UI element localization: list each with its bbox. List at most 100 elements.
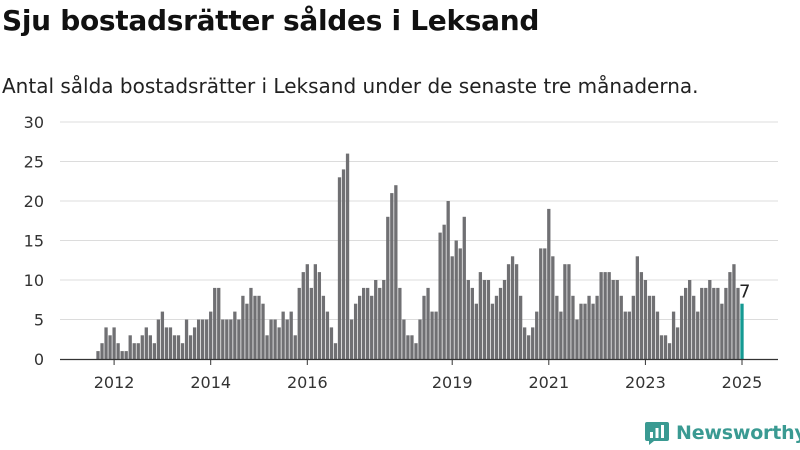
bar <box>563 264 567 359</box>
bar <box>249 287 253 359</box>
bar <box>112 327 116 359</box>
bar <box>281 311 285 359</box>
bar <box>583 303 587 359</box>
bar <box>728 272 732 359</box>
bar <box>692 295 696 359</box>
bar <box>221 319 225 359</box>
bar <box>518 295 523 359</box>
bar <box>200 319 205 359</box>
bar <box>474 303 479 359</box>
bar <box>502 280 507 359</box>
bar <box>635 256 640 359</box>
bar <box>394 185 398 359</box>
bar <box>225 319 229 359</box>
bar <box>663 335 668 359</box>
bar <box>559 311 563 359</box>
bar <box>333 343 338 359</box>
bar <box>108 335 112 359</box>
bar <box>353 303 358 359</box>
bar <box>361 287 366 359</box>
bar <box>273 319 277 359</box>
bar <box>607 272 611 359</box>
bar <box>422 295 426 359</box>
bar <box>704 287 708 359</box>
bar <box>345 153 350 359</box>
bar <box>486 280 491 359</box>
bar <box>531 327 535 359</box>
bar <box>732 264 736 359</box>
bar <box>724 287 728 359</box>
bar <box>180 343 185 359</box>
bar <box>406 335 410 359</box>
bar <box>446 201 450 359</box>
bar <box>374 280 378 359</box>
bar <box>257 295 261 359</box>
bar <box>478 272 483 359</box>
bar <box>277 327 281 359</box>
bar <box>144 327 148 359</box>
bar <box>245 303 249 359</box>
bar <box>305 264 309 359</box>
bar <box>160 311 165 359</box>
bar <box>599 272 603 359</box>
bar <box>337 177 342 359</box>
bar <box>712 287 716 359</box>
bar <box>458 248 462 359</box>
bar <box>309 287 313 359</box>
bar <box>679 295 684 359</box>
bar <box>370 295 374 359</box>
y-tick-label: 0 <box>34 350 44 369</box>
bar <box>434 311 438 359</box>
bar <box>567 264 571 359</box>
bar <box>196 319 201 359</box>
bar <box>116 343 120 359</box>
x-tick-label: 2019 <box>432 373 473 392</box>
bar-highlight <box>740 303 744 359</box>
bar <box>627 311 631 359</box>
bar <box>301 272 305 359</box>
bar <box>619 295 623 359</box>
bar <box>269 319 273 359</box>
bar <box>466 280 470 359</box>
newsworthy-logo: Newsworthy <box>644 420 800 446</box>
bar <box>188 335 193 359</box>
bar <box>555 295 559 359</box>
bar <box>136 343 140 359</box>
bar <box>209 311 213 359</box>
bar <box>402 319 406 359</box>
bar <box>462 216 466 359</box>
bar <box>261 303 265 359</box>
x-tick-label: 2025 <box>722 373 763 392</box>
y-tick-label: 15 <box>24 232 44 251</box>
bar <box>430 311 434 359</box>
bar <box>140 335 144 359</box>
bar <box>551 256 555 359</box>
data-label-latest: 7 <box>739 282 750 303</box>
chart-title: Sju bostadsrätter såldes i Leksand <box>2 4 540 37</box>
bar <box>241 295 245 359</box>
bar <box>237 319 241 359</box>
bar <box>587 295 591 359</box>
x-tick-label: 2014 <box>190 373 231 392</box>
bar <box>683 287 688 359</box>
bar <box>688 280 692 359</box>
bar <box>156 319 161 359</box>
bar <box>426 287 430 359</box>
bar <box>418 319 422 359</box>
brand-name: Newsworthy <box>676 422 800 444</box>
bar <box>579 303 583 359</box>
bar <box>313 264 318 359</box>
bar <box>716 287 720 359</box>
y-tick-label: 10 <box>24 271 44 290</box>
bar <box>603 272 607 359</box>
bar <box>349 319 354 359</box>
bar <box>675 327 680 359</box>
bar <box>506 264 511 359</box>
bar <box>647 295 652 359</box>
newsworthy-icon <box>645 422 669 445</box>
bar <box>96 351 100 359</box>
bar <box>148 335 152 359</box>
bar <box>539 248 543 359</box>
bar <box>514 264 519 359</box>
